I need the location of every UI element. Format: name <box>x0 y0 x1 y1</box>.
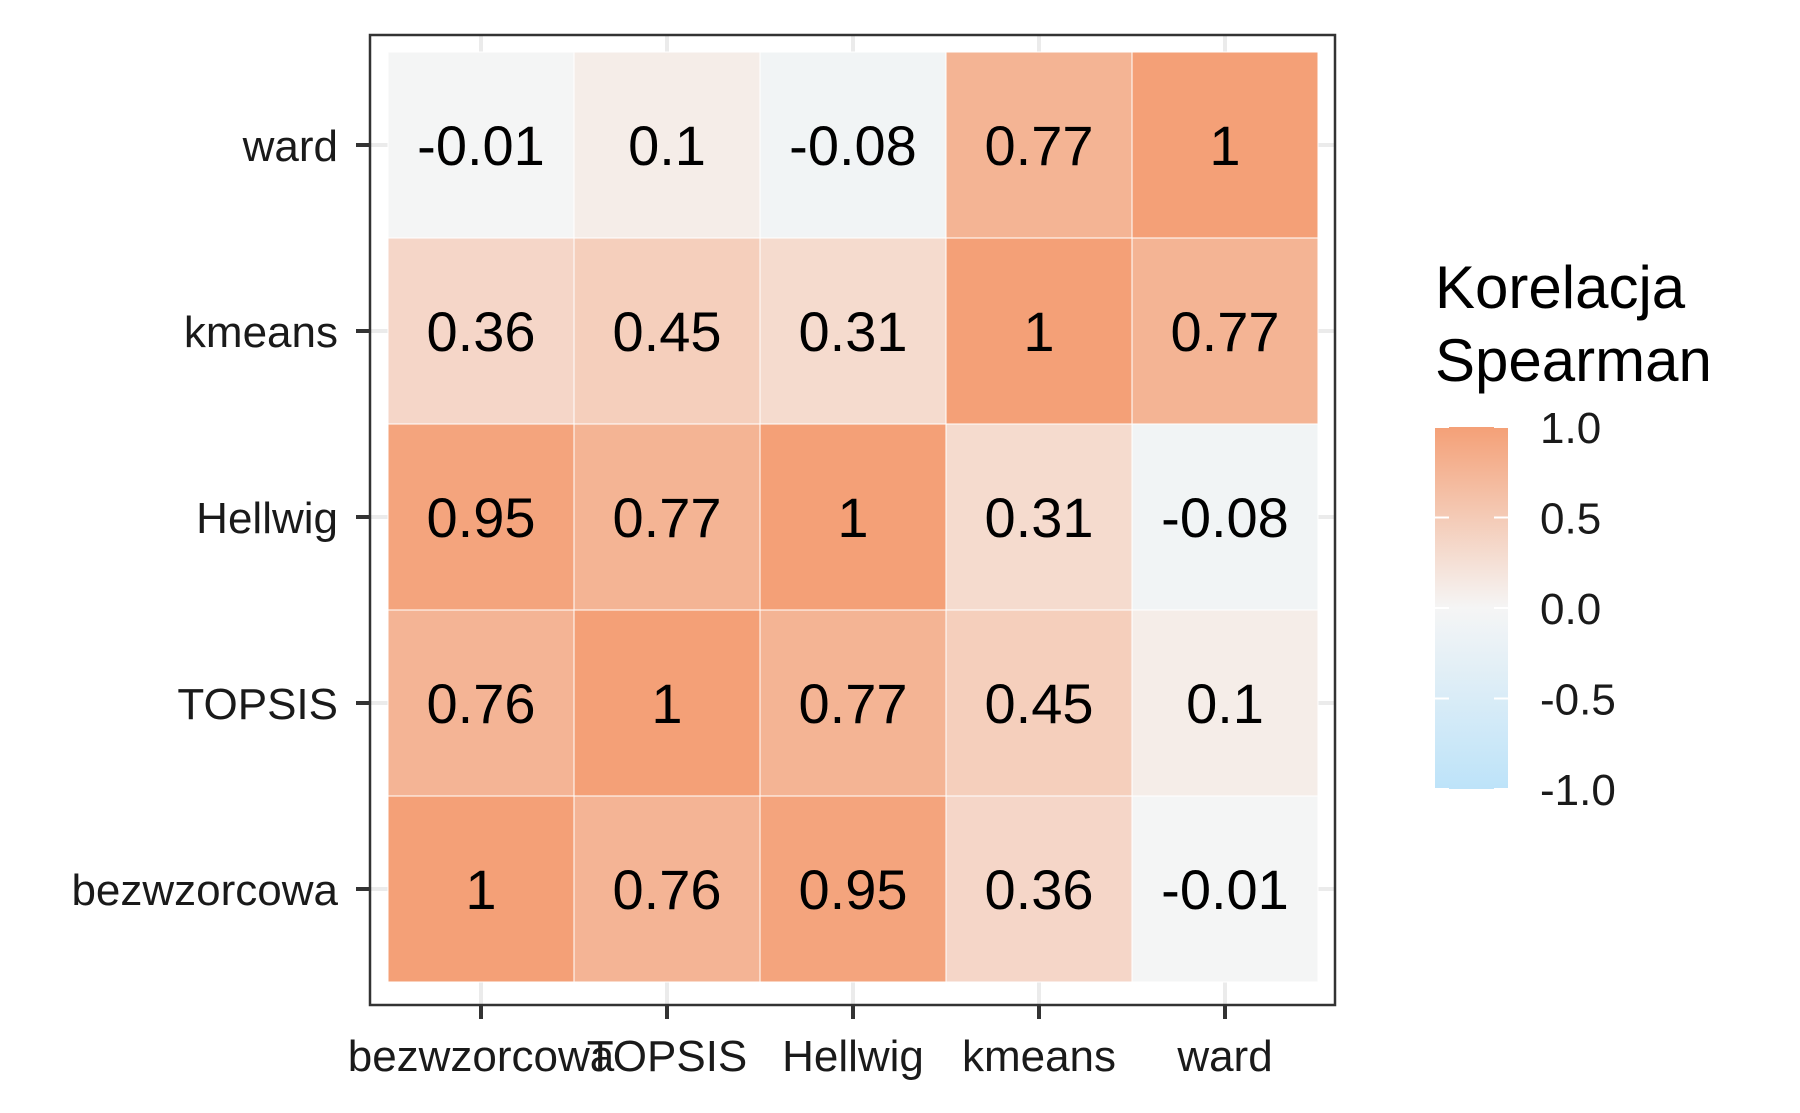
y-tick-label: Hellwig <box>196 494 338 543</box>
cell-value-label: 0.95 <box>427 486 536 549</box>
y-tick-label: bezwzorcowa <box>71 866 338 915</box>
heatmap-tile <box>945 423 1133 611</box>
cell-value-label: 0.36 <box>985 858 1094 921</box>
cell-value-label: 0.31 <box>799 300 908 363</box>
legend-tick-label: 0.0 <box>1540 585 1601 634</box>
cell-value-label: -0.01 <box>417 114 545 177</box>
cell-value-label: 1 <box>651 672 682 735</box>
heatmap-tile <box>1131 237 1319 425</box>
heatmap-tile <box>573 795 761 983</box>
color-legend: Korelacja Spearman 1.0 0.5 0.0 -0.5 -1.0 <box>1435 254 1712 815</box>
heatmap-tile <box>573 609 761 797</box>
cell-value-label: -0.08 <box>789 114 917 177</box>
y-tick-label: ward <box>242 122 338 171</box>
x-tick-label: kmeans <box>962 1032 1116 1081</box>
y-tick-label: TOPSIS <box>177 680 338 729</box>
heatmap-tile <box>945 51 1133 239</box>
heatmap-tile <box>759 795 947 983</box>
cell-value-label: -0.01 <box>1161 858 1289 921</box>
legend-tick-label: 0.5 <box>1540 495 1601 544</box>
heatmap-tile <box>387 609 575 797</box>
heatmap-tile <box>573 423 761 611</box>
cell-value-label: 0.45 <box>613 300 722 363</box>
heatmap-tile <box>759 237 947 425</box>
legend-title-line-1: Korelacja <box>1435 254 1686 321</box>
heatmap-tile <box>1131 51 1319 239</box>
y-axis: bezwzorcowa TOPSIS Hellwig kmeans ward <box>71 122 370 915</box>
x-tick-label: bezwzorcowa <box>348 1032 615 1081</box>
cell-value-label: 0.77 <box>985 114 1094 177</box>
x-tick-label: TOPSIS <box>587 1032 748 1081</box>
cell-value-label: 1 <box>1209 114 1240 177</box>
heatmap-tile <box>759 423 947 611</box>
heatmap-tile <box>573 237 761 425</box>
cell-value-label: 0.77 <box>1171 300 1280 363</box>
x-tick-label: Hellwig <box>782 1032 924 1081</box>
heatmap-tile <box>573 51 761 239</box>
heatmap-tile <box>387 795 575 983</box>
cell-labels: 1 0.76 0.95 0.36 -0.01 0.76 1 0.77 0.45 0.1 0.95 0.… <box>417 114 1289 921</box>
x-tick-label: ward <box>1176 1032 1272 1081</box>
cell-value-label: 0.36 <box>427 300 536 363</box>
cell-value-label: 0.76 <box>613 858 722 921</box>
cell-value-label: 0.45 <box>985 672 1094 735</box>
cell-value-label: 1 <box>1023 300 1054 363</box>
cell-value-label: 0.95 <box>799 858 908 921</box>
cell-value-label: 1 <box>837 486 868 549</box>
heatmap-tile <box>945 609 1133 797</box>
legend-tick-label: 1.0 <box>1540 404 1601 453</box>
legend-tick-label: -0.5 <box>1540 676 1616 725</box>
cell-value-label: 0.77 <box>613 486 722 549</box>
heatmap-tile <box>945 795 1133 983</box>
cell-value-label: 0.31 <box>985 486 1094 549</box>
heatmap-tile <box>387 237 575 425</box>
heatmap-tile <box>1131 795 1319 983</box>
heatmap-tile <box>1131 609 1319 797</box>
heatmap-tiles <box>387 51 1319 983</box>
y-tick-label: kmeans <box>184 308 338 357</box>
cell-value-label: 0.1 <box>1186 672 1264 735</box>
legend-tick-label: -1.0 <box>1540 766 1616 815</box>
heatmap-tile <box>1131 423 1319 611</box>
cell-value-label: 0.77 <box>799 672 908 735</box>
cell-value-label: 0.1 <box>628 114 706 177</box>
legend-ticks: 1.0 0.5 0.0 -0.5 -1.0 <box>1435 404 1616 815</box>
cell-value-label: 1 <box>465 858 496 921</box>
heatmap-tile <box>759 51 947 239</box>
cell-value-label: -0.08 <box>1161 486 1289 549</box>
cell-value-label: 0.76 <box>427 672 536 735</box>
legend-title-line-2: Spearman <box>1435 327 1712 394</box>
